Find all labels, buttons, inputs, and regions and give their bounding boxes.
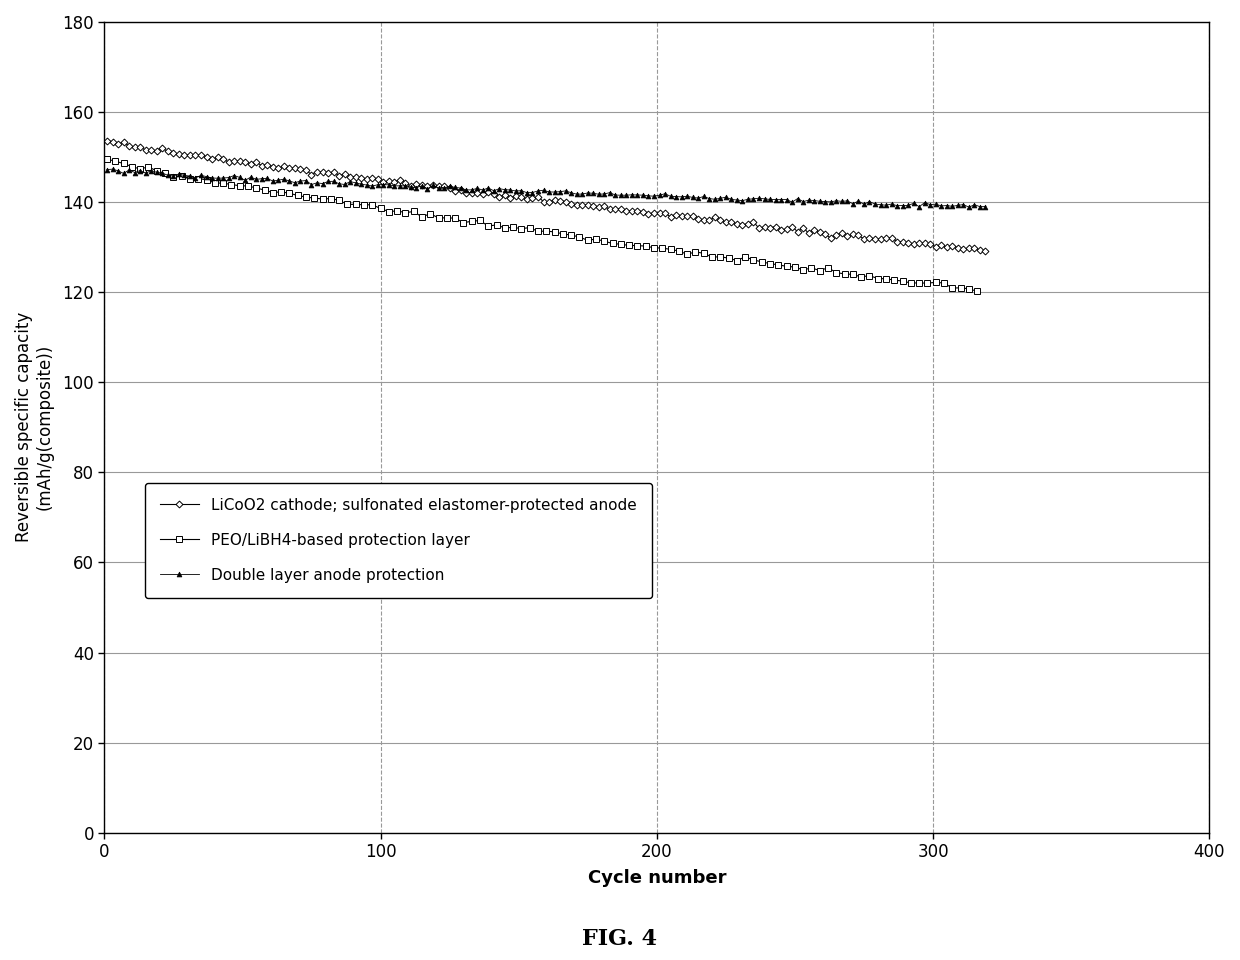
LiCoO2 cathode; sulfonated elastomer-protected anode xyxy=(348,171,363,182)
Double layer anode protection xyxy=(823,196,838,207)
PEO/LiBH4-based protection layer xyxy=(99,154,114,165)
Line: LiCoO2 cathode; sulfonated elastomer-protected anode: LiCoO2 cathode; sulfonated elastomer-pro… xyxy=(104,138,988,253)
Line: PEO/LiBH4-based protection layer: PEO/LiBH4-based protection layer xyxy=(104,156,981,295)
PEO/LiBH4-based protection layer xyxy=(605,238,620,250)
Legend: LiCoO2 cathode; sulfonated elastomer-protected anode, PEO/LiBH4-based protection: LiCoO2 cathode; sulfonated elastomer-pro… xyxy=(145,483,652,598)
Double layer anode protection xyxy=(978,201,993,212)
LiCoO2 cathode; sulfonated elastomer-protected anode xyxy=(978,245,993,256)
PEO/LiBH4-based protection layer xyxy=(854,271,869,282)
LiCoO2 cathode; sulfonated elastomer-protected anode xyxy=(277,160,291,172)
X-axis label: Cycle number: Cycle number xyxy=(588,870,727,887)
Double layer anode protection xyxy=(353,179,368,190)
PEO/LiBH4-based protection layer xyxy=(970,285,985,297)
PEO/LiBH4-based protection layer xyxy=(663,244,678,255)
Line: Double layer anode protection: Double layer anode protection xyxy=(104,167,988,209)
Double layer anode protection xyxy=(99,164,114,176)
Double layer anode protection xyxy=(281,176,296,187)
LiCoO2 cathode; sulfonated elastomer-protected anode xyxy=(585,201,600,212)
Double layer anode protection xyxy=(675,191,689,203)
Double layer anode protection xyxy=(940,200,955,211)
PEO/LiBH4-based protection layer xyxy=(697,248,712,259)
LiCoO2 cathode; sulfonated elastomer-protected anode xyxy=(818,228,833,240)
Y-axis label: Reversible specific capacity
(mAh/g(composite)): Reversible specific capacity (mAh/g(comp… xyxy=(15,312,53,542)
LiCoO2 cathode; sulfonated elastomer-protected anode xyxy=(668,209,683,221)
PEO/LiBH4-based protection layer xyxy=(124,161,139,173)
Double layer anode protection xyxy=(105,163,120,175)
PEO/LiBH4-based protection layer xyxy=(614,238,629,250)
Text: FIG. 4: FIG. 4 xyxy=(583,928,657,950)
Double layer anode protection xyxy=(591,188,606,200)
LiCoO2 cathode; sulfonated elastomer-protected anode xyxy=(99,135,114,147)
Double layer anode protection xyxy=(961,202,976,213)
LiCoO2 cathode; sulfonated elastomer-protected anode xyxy=(934,240,949,252)
